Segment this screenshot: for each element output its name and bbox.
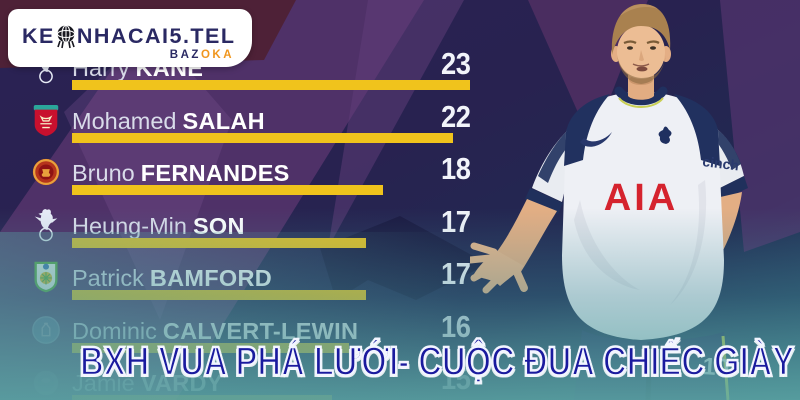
headline-banner: BXH VUA PHÁ LƯỚI- CUỘC ĐUA CHIẾC GIÀY VÀ… (79, 338, 800, 384)
player-first-name: Patrick (72, 265, 144, 291)
scorer-row: Heung-Min SON 17 (30, 204, 470, 252)
brand-sub-prefix: BAZ (169, 49, 201, 61)
player-last-name: SON (192, 212, 245, 239)
player-name: Bruno FERNANDES (72, 160, 290, 187)
goals-count: 17 (440, 203, 471, 239)
scorer-row: Bruno FERNANDES 18 (30, 151, 470, 199)
player-name: Heung-Min SON (72, 213, 245, 240)
player-last-name: SALAH (182, 107, 265, 134)
liverpool-badge-icon (33, 104, 59, 136)
player-first-name: Bruno (72, 160, 135, 186)
goals-bar (72, 395, 332, 400)
scorer-row: Mohamed SALAH 22 (30, 99, 470, 147)
goals-bar (72, 132, 453, 143)
brand-suffix: NHACAI5.TEL (76, 23, 236, 48)
player-last-name: FERNANDES (140, 160, 290, 186)
brand-subtitle: BAZOKA (170, 49, 234, 61)
man-united-badge-icon (32, 158, 60, 186)
goals-count: 17 (440, 256, 471, 291)
globe-mascot-icon (56, 24, 75, 49)
brand-logo: KE NHACAI5.TEL BAZOKA (8, 9, 252, 67)
goals-bar (72, 237, 366, 248)
brand-prefix: KE (22, 23, 55, 48)
goals-bar (72, 290, 366, 300)
player-last-name: BAMFORD (149, 265, 273, 291)
shirt-sponsor-text: AIA (604, 177, 678, 219)
everton-badge-icon (32, 315, 60, 344)
goals-count: 23 (440, 46, 471, 81)
leicester-badge-icon (33, 370, 59, 396)
goals-bar (72, 185, 383, 195)
tottenham-badge-icon (34, 208, 58, 241)
player-name: Mohamed SALAH (72, 108, 265, 135)
brand-name: KE NHACAI5.TEL (22, 23, 236, 49)
goals-count: 22 (440, 98, 471, 134)
goals-count: 18 (440, 151, 471, 186)
scorer-row: Patrick BAMFORD 17 (30, 256, 470, 304)
brand-sub-suffix: OKA (200, 49, 234, 61)
goals-bar (72, 80, 470, 90)
player-first-name: Heung-Min (72, 212, 187, 239)
leeds-badge-icon (34, 261, 58, 293)
player-name: Patrick BAMFORD (72, 265, 272, 292)
player-first-name: Mohamed (72, 107, 177, 134)
